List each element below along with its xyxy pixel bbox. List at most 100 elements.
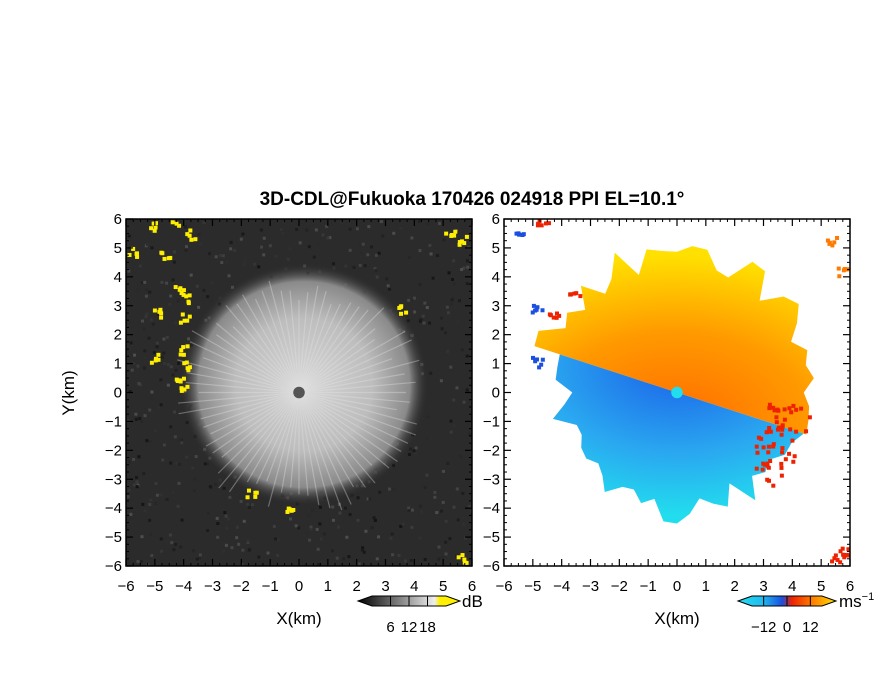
echo-ray [298,303,341,393]
noise-pixel [375,275,379,279]
noise-pixel [375,557,379,561]
velocity-speckle [543,221,548,226]
noise-pixel [450,298,454,302]
velocity-red-pixel [780,450,785,455]
noise-pixel [173,543,177,547]
velocity-red-pixel [794,429,799,434]
velocity-ytick-label: 3 [492,298,500,315]
velocity-red-pixel [779,432,784,437]
noise-pixel [307,245,311,249]
velocity-ytick-label: −2 [483,442,500,459]
noise-pixel [412,449,416,453]
velocity-red-pixel [759,436,764,441]
velocity-red-pixel [755,450,760,455]
noise-pixel [316,242,320,246]
reflectivity-xtick-label: 5 [439,578,447,595]
clutter-pixel [178,286,183,291]
noise-pixel [386,284,390,288]
echo-ray [290,392,300,488]
echo-ray [186,372,300,394]
noise-pixel [206,529,210,533]
velocity-speckle [555,311,560,316]
noise-pixel [372,516,376,520]
clutter-pixel [245,495,250,500]
noise-pixel [397,553,401,557]
velocity-red-pixel [794,407,799,412]
noise-pixel [165,335,169,339]
noise-pixel [356,496,360,500]
velocity-speckle [568,292,573,297]
noise-pixel [150,246,154,250]
clutter-pixel [159,311,164,316]
positive-velocity-region [534,246,814,435]
noise-pixel [251,503,255,507]
noise-pixel [410,508,414,512]
velocity-red-pixel [754,444,759,449]
noise-pixel [152,351,156,355]
noise-pixel [352,265,356,269]
noise-pixel [197,556,201,560]
noise-pixel [444,552,448,556]
noise-pixel [206,295,210,299]
noise-pixel [444,540,448,544]
noise-pixel [140,535,144,539]
noise-pixel [140,319,144,323]
noise-pixel [142,472,146,476]
velocity-xtick-label: −6 [495,578,512,595]
noise-pixel [326,236,330,240]
noise-pixel [155,341,159,345]
noise-pixel [132,361,136,365]
clutter-pixel [186,301,191,306]
velocity-red-pixel [767,478,772,483]
clutter-pixel [449,233,454,238]
noise-pixel [172,548,176,552]
velocity-speckle [832,240,837,245]
clutter-pixel [153,358,158,363]
noise-pixel [377,251,381,255]
noise-pixel [423,485,427,489]
clutter-pixel [184,294,189,299]
noise-pixel [246,540,250,544]
negative-velocity-region [552,354,804,524]
noise-pixel [377,535,381,539]
noise-pixel [370,526,374,530]
noise-pixel [465,282,469,286]
noise-pixel [455,487,459,491]
clutter-pixel [152,228,157,233]
noise-pixel [176,299,180,303]
velocity-xtick-label: 1 [702,578,710,595]
noise-pixel [241,548,245,552]
noise-pixel [191,466,195,470]
noise-pixel [209,299,213,303]
clutter-pixel [193,237,198,242]
noise-pixel [133,353,137,357]
noise-pixel [143,280,147,284]
echo-ray [221,392,300,458]
echo-ray [298,392,398,462]
noise-pixel [452,398,456,402]
noise-pixel [180,441,184,445]
noise-pixel [252,262,256,266]
noise-pixel [276,553,280,557]
noise-pixel [364,529,368,533]
velocity-center-marker [671,386,683,399]
noise-pixel [225,526,229,530]
noise-pixel [286,257,290,261]
velocity-panel: −6 −5 −4 −3 −2 −1 0 1 2 3 4 5 6 6543210−1−2−3−4−5−6 … [483,211,874,636]
noise-pixel [459,455,463,459]
velocity-speckle [832,556,837,561]
clutter-pixel [174,377,179,382]
noise-pixel [413,310,417,314]
reflectivity-ytick-label: 2 [114,327,122,344]
velocity-speckle [842,555,847,560]
noise-pixel [331,549,335,553]
noise-pixel [426,222,430,226]
clutter-pixel [457,242,462,247]
noise-pixel [173,435,177,439]
noise-pixel [184,225,188,229]
velocity-red-pixel [782,407,787,412]
noise-pixel [361,242,365,246]
noise-pixel [425,306,429,310]
noise-pixel [361,548,365,552]
noise-pixel [171,278,175,282]
